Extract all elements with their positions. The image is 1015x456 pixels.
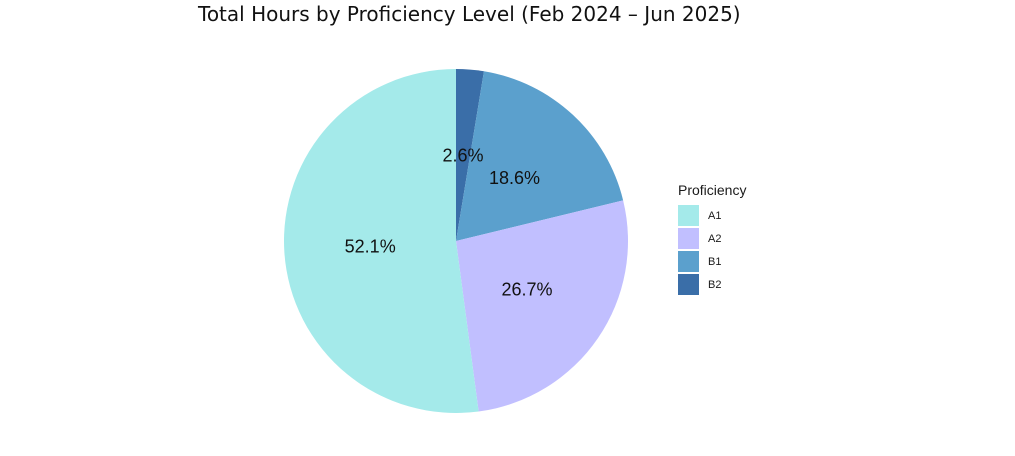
legend-swatch: [678, 228, 699, 249]
legend-item-b2: B2: [678, 273, 746, 296]
legend-swatch: [678, 205, 699, 226]
legend-swatch: [678, 274, 699, 295]
slice-label-a2: 26.7%: [501, 280, 552, 300]
pie-labels: 2.6%18.6% 26.7% 52.1%: [345, 145, 553, 299]
legend-label: B2: [708, 278, 722, 291]
pie-slice-b1: [456, 71, 624, 242]
legend-label: B1: [708, 255, 722, 268]
legend-item-a1: A1: [678, 204, 746, 227]
slice-label-a1: 52.1%: [345, 237, 396, 257]
legend: Proficiency A1 A2 B1 B2: [678, 182, 746, 296]
legend-item-b1: B1: [678, 250, 746, 273]
chart-title: Total Hours by Proficiency Level (Feb 20…: [198, 2, 741, 26]
pie-slices: [283, 69, 628, 413]
legend-label: A1: [708, 209, 722, 222]
legend-title: Proficiency: [678, 182, 747, 198]
legend-label: A2: [708, 232, 722, 245]
legend-items: A1 A2 B1 B2: [678, 204, 746, 296]
slice-label-b2: 2.6%: [443, 145, 484, 165]
pie-slice-b2: [456, 69, 484, 241]
legend-swatch: [678, 251, 699, 272]
slice-label-b1: 18.6%: [489, 168, 540, 188]
pie-slice-a1: [283, 69, 479, 413]
legend-item-a2: A2: [678, 227, 746, 250]
pie-slice-a2: [456, 200, 628, 412]
